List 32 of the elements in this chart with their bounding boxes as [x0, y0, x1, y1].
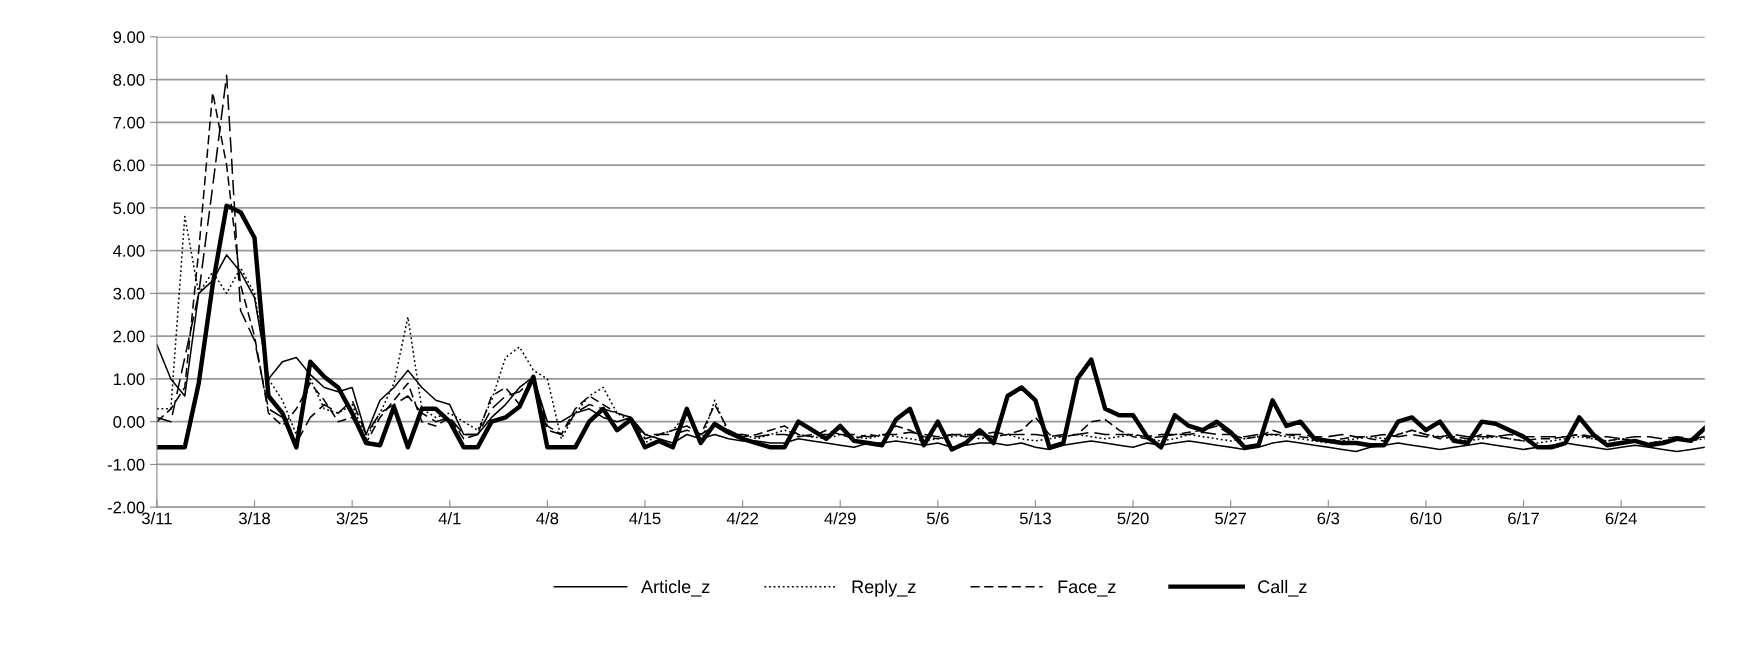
- x-tick-label: 4/8: [536, 512, 559, 525]
- y-tick-label: 7.00: [113, 116, 145, 129]
- x-tick-label: 4/29: [824, 512, 856, 525]
- y-tick-label: 1.00: [113, 373, 145, 386]
- y-tick-label: 4.00: [113, 245, 145, 257]
- x-tick-label: 6/10: [1410, 512, 1442, 525]
- x-tick-label: 3/25: [336, 512, 368, 525]
- y-tick-label: 3.00: [113, 287, 145, 300]
- x-tick-label: 5/13: [1019, 512, 1051, 525]
- y-tick-label: 5.00: [113, 202, 145, 215]
- x-tick-label: 5/27: [1215, 512, 1247, 525]
- x-tick-label: 6/17: [1508, 512, 1539, 525]
- x-tick-label: 5/6: [926, 512, 949, 525]
- x-tick-label: 5/20: [1117, 512, 1149, 525]
- y-tick-label: 0.00: [113, 416, 145, 428]
- x-tick-label: 6/24: [1605, 512, 1637, 525]
- x-tick-label: 4/1: [438, 512, 461, 525]
- x-tick-label: 4/15: [629, 512, 661, 525]
- y-tick-label: -2.00: [107, 501, 145, 514]
- legend-label: Article_z: [641, 579, 710, 597]
- y-tick-label: 9.00: [113, 31, 145, 44]
- x-tick-label: 3/18: [238, 512, 271, 525]
- x-tick-label: 6/3: [1317, 512, 1340, 525]
- y-tick-label: 8.00: [113, 74, 145, 86]
- legend-label: Face_z: [1058, 580, 1116, 597]
- x-tick-label: 3/11: [141, 512, 172, 525]
- legend-label: Reply_z: [852, 579, 916, 597]
- y-tick-label: -1.00: [107, 458, 145, 471]
- x-tick-label: 4/22: [726, 512, 758, 525]
- legend-label: Call_z: [1258, 579, 1307, 597]
- y-tick-label: 6.00: [113, 159, 145, 172]
- y-tick-label: 2.00: [113, 330, 145, 343]
